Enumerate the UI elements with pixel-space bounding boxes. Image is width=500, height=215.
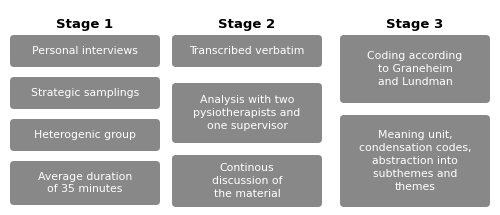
FancyBboxPatch shape [10,77,160,109]
Text: Stage 3: Stage 3 [386,18,444,31]
Text: Coding according
to Graneheim
and Lundman: Coding according to Graneheim and Lundma… [368,51,462,87]
Text: Stage 2: Stage 2 [218,18,276,31]
Text: Strategic samplings: Strategic samplings [31,88,139,98]
Text: Analysis with two
pysiotherapists and
one supervisor: Analysis with two pysiotherapists and on… [194,95,300,131]
FancyBboxPatch shape [172,83,322,143]
Text: Stage 1: Stage 1 [56,18,114,31]
Text: Personal interviews: Personal interviews [32,46,138,56]
Text: Average duration
of 35 minutes: Average duration of 35 minutes [38,172,132,194]
FancyBboxPatch shape [10,161,160,205]
FancyBboxPatch shape [10,119,160,151]
FancyBboxPatch shape [10,35,160,67]
Text: Heterogenic group: Heterogenic group [34,130,136,140]
FancyBboxPatch shape [340,35,490,103]
Text: Transcribed verbatim: Transcribed verbatim [190,46,304,56]
Text: Continous
discussion of
the material: Continous discussion of the material [212,163,282,199]
FancyBboxPatch shape [340,115,490,207]
FancyBboxPatch shape [172,155,322,207]
Text: Meaning unit,
condensation codes,
abstraction into
subthemes and
themes: Meaning unit, condensation codes, abstra… [359,131,471,192]
FancyBboxPatch shape [172,35,322,67]
